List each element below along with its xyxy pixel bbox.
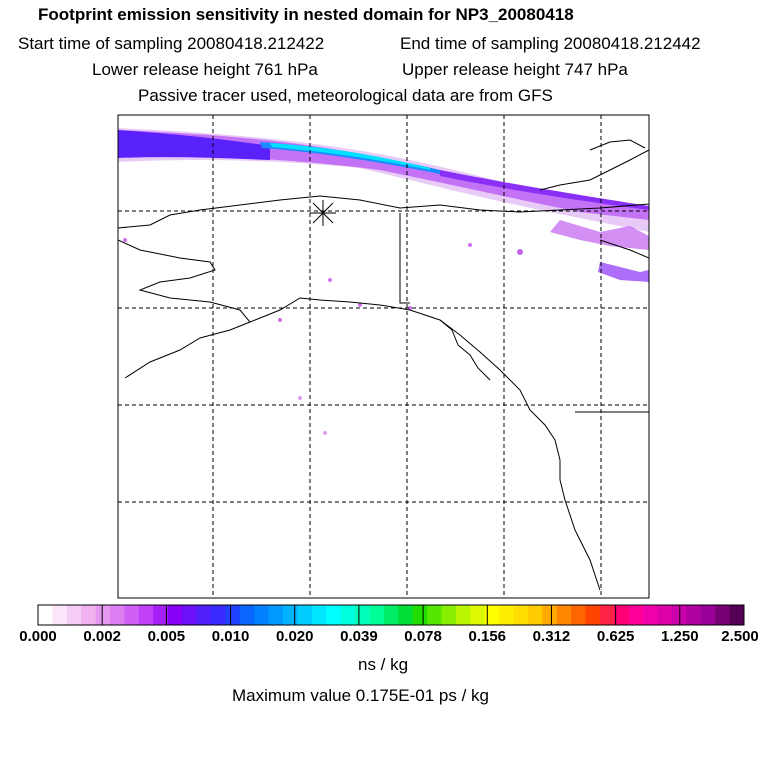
colorbar-cell — [52, 605, 68, 625]
colorbar-tick-label: 0.002 — [83, 628, 121, 645]
lat-lon-grid — [118, 115, 649, 598]
colorbar-cell — [470, 605, 486, 625]
colorbar-cell — [427, 605, 442, 625]
sampling-start: Start time of sampling 20080418.212422 — [18, 34, 325, 53]
colorbar-tick-label: 0.156 — [468, 628, 507, 645]
colorbar-cell — [527, 605, 543, 625]
colorbar-cell — [182, 605, 197, 625]
release-point-star — [310, 200, 336, 226]
colorbar-cell — [196, 605, 212, 625]
colorbar-cell — [138, 605, 154, 625]
colorbar-cell — [412, 605, 428, 625]
colorbar-cell — [686, 605, 702, 625]
colorbar-cell — [167, 605, 183, 625]
coastlines — [118, 139, 649, 591]
colorbar-cell — [383, 605, 399, 625]
colorbar-cell — [700, 605, 716, 625]
colorbar-tick-label: 0.078 — [404, 628, 442, 645]
colorbar-cell — [268, 605, 284, 625]
colorbar-cell — [153, 605, 169, 625]
colorbar-tick-label: 0.020 — [275, 628, 314, 645]
colorbar-cell — [585, 605, 601, 625]
colorbar-cell — [729, 605, 745, 625]
colorbar-tick-label: 0.010 — [211, 628, 250, 645]
plot-title: Footprint emission sensitivity in nested… — [38, 5, 574, 24]
colorbar-cell — [95, 605, 111, 625]
colorbar-cell — [311, 605, 327, 625]
colorbar-cell — [571, 605, 587, 625]
colorbar-cell — [210, 605, 226, 625]
colorbar-cell — [657, 605, 673, 625]
colorbar-cell — [282, 605, 298, 625]
colorbar-cell — [455, 605, 471, 625]
colorbar-cell — [513, 605, 529, 625]
colorbar-cell — [239, 605, 255, 625]
colorbar-cell — [542, 605, 558, 625]
colorbar-units: ns / kg — [358, 655, 409, 674]
emission-plume — [118, 128, 649, 435]
colorbar-cell — [254, 605, 270, 625]
colorbar-cell — [441, 605, 457, 625]
maximum-value: Maximum value 0.175E-01 ps / kg — [232, 686, 490, 705]
political-borders — [399, 213, 649, 413]
colorbar-cell — [484, 605, 500, 625]
colorbar-cell — [628, 605, 644, 625]
tracer-note: Passive tracer used, meteorological data… — [138, 86, 553, 105]
colorbar-cell — [715, 605, 731, 625]
colorbar-tick-label: 2.500 — [721, 628, 759, 645]
colorbar-cell — [340, 605, 356, 625]
upper-release-height: Upper release height 747 hPa — [402, 60, 628, 79]
colorbar-cell — [354, 605, 370, 625]
colorbar-tick-label: 0.039 — [340, 628, 378, 645]
colorbar-cell — [124, 605, 140, 625]
colorbar-tick-label: 1.250 — [661, 628, 699, 645]
colorbar-cell — [556, 605, 572, 625]
colorbar-cell — [297, 605, 313, 625]
colorbar-cell — [599, 605, 615, 625]
colorbar-tick-label: 0.312 — [532, 628, 571, 645]
colorbar-cell — [398, 605, 414, 625]
sampling-end: End time of sampling 20080418.212442 — [400, 34, 701, 53]
colorbar-cell — [66, 605, 82, 625]
colorbar-cell — [369, 605, 385, 625]
colorbar-cell — [38, 605, 53, 625]
colorbar-cell — [326, 605, 342, 625]
colorbar-cell — [499, 605, 514, 625]
colorbar-tick-label: 0.625 — [596, 628, 635, 645]
colorbar-cell — [225, 605, 241, 625]
colorbar-tick-label: 0.005 — [147, 628, 186, 645]
colorbar-tick-label: 0.000 — [19, 628, 57, 645]
lower-release-height: Lower release height 761 hPa — [92, 60, 318, 79]
colorbar-cell — [110, 605, 125, 625]
colorbar-cell — [81, 605, 97, 625]
colorbar-cell — [643, 605, 659, 625]
colorbar-cell — [614, 605, 630, 625]
